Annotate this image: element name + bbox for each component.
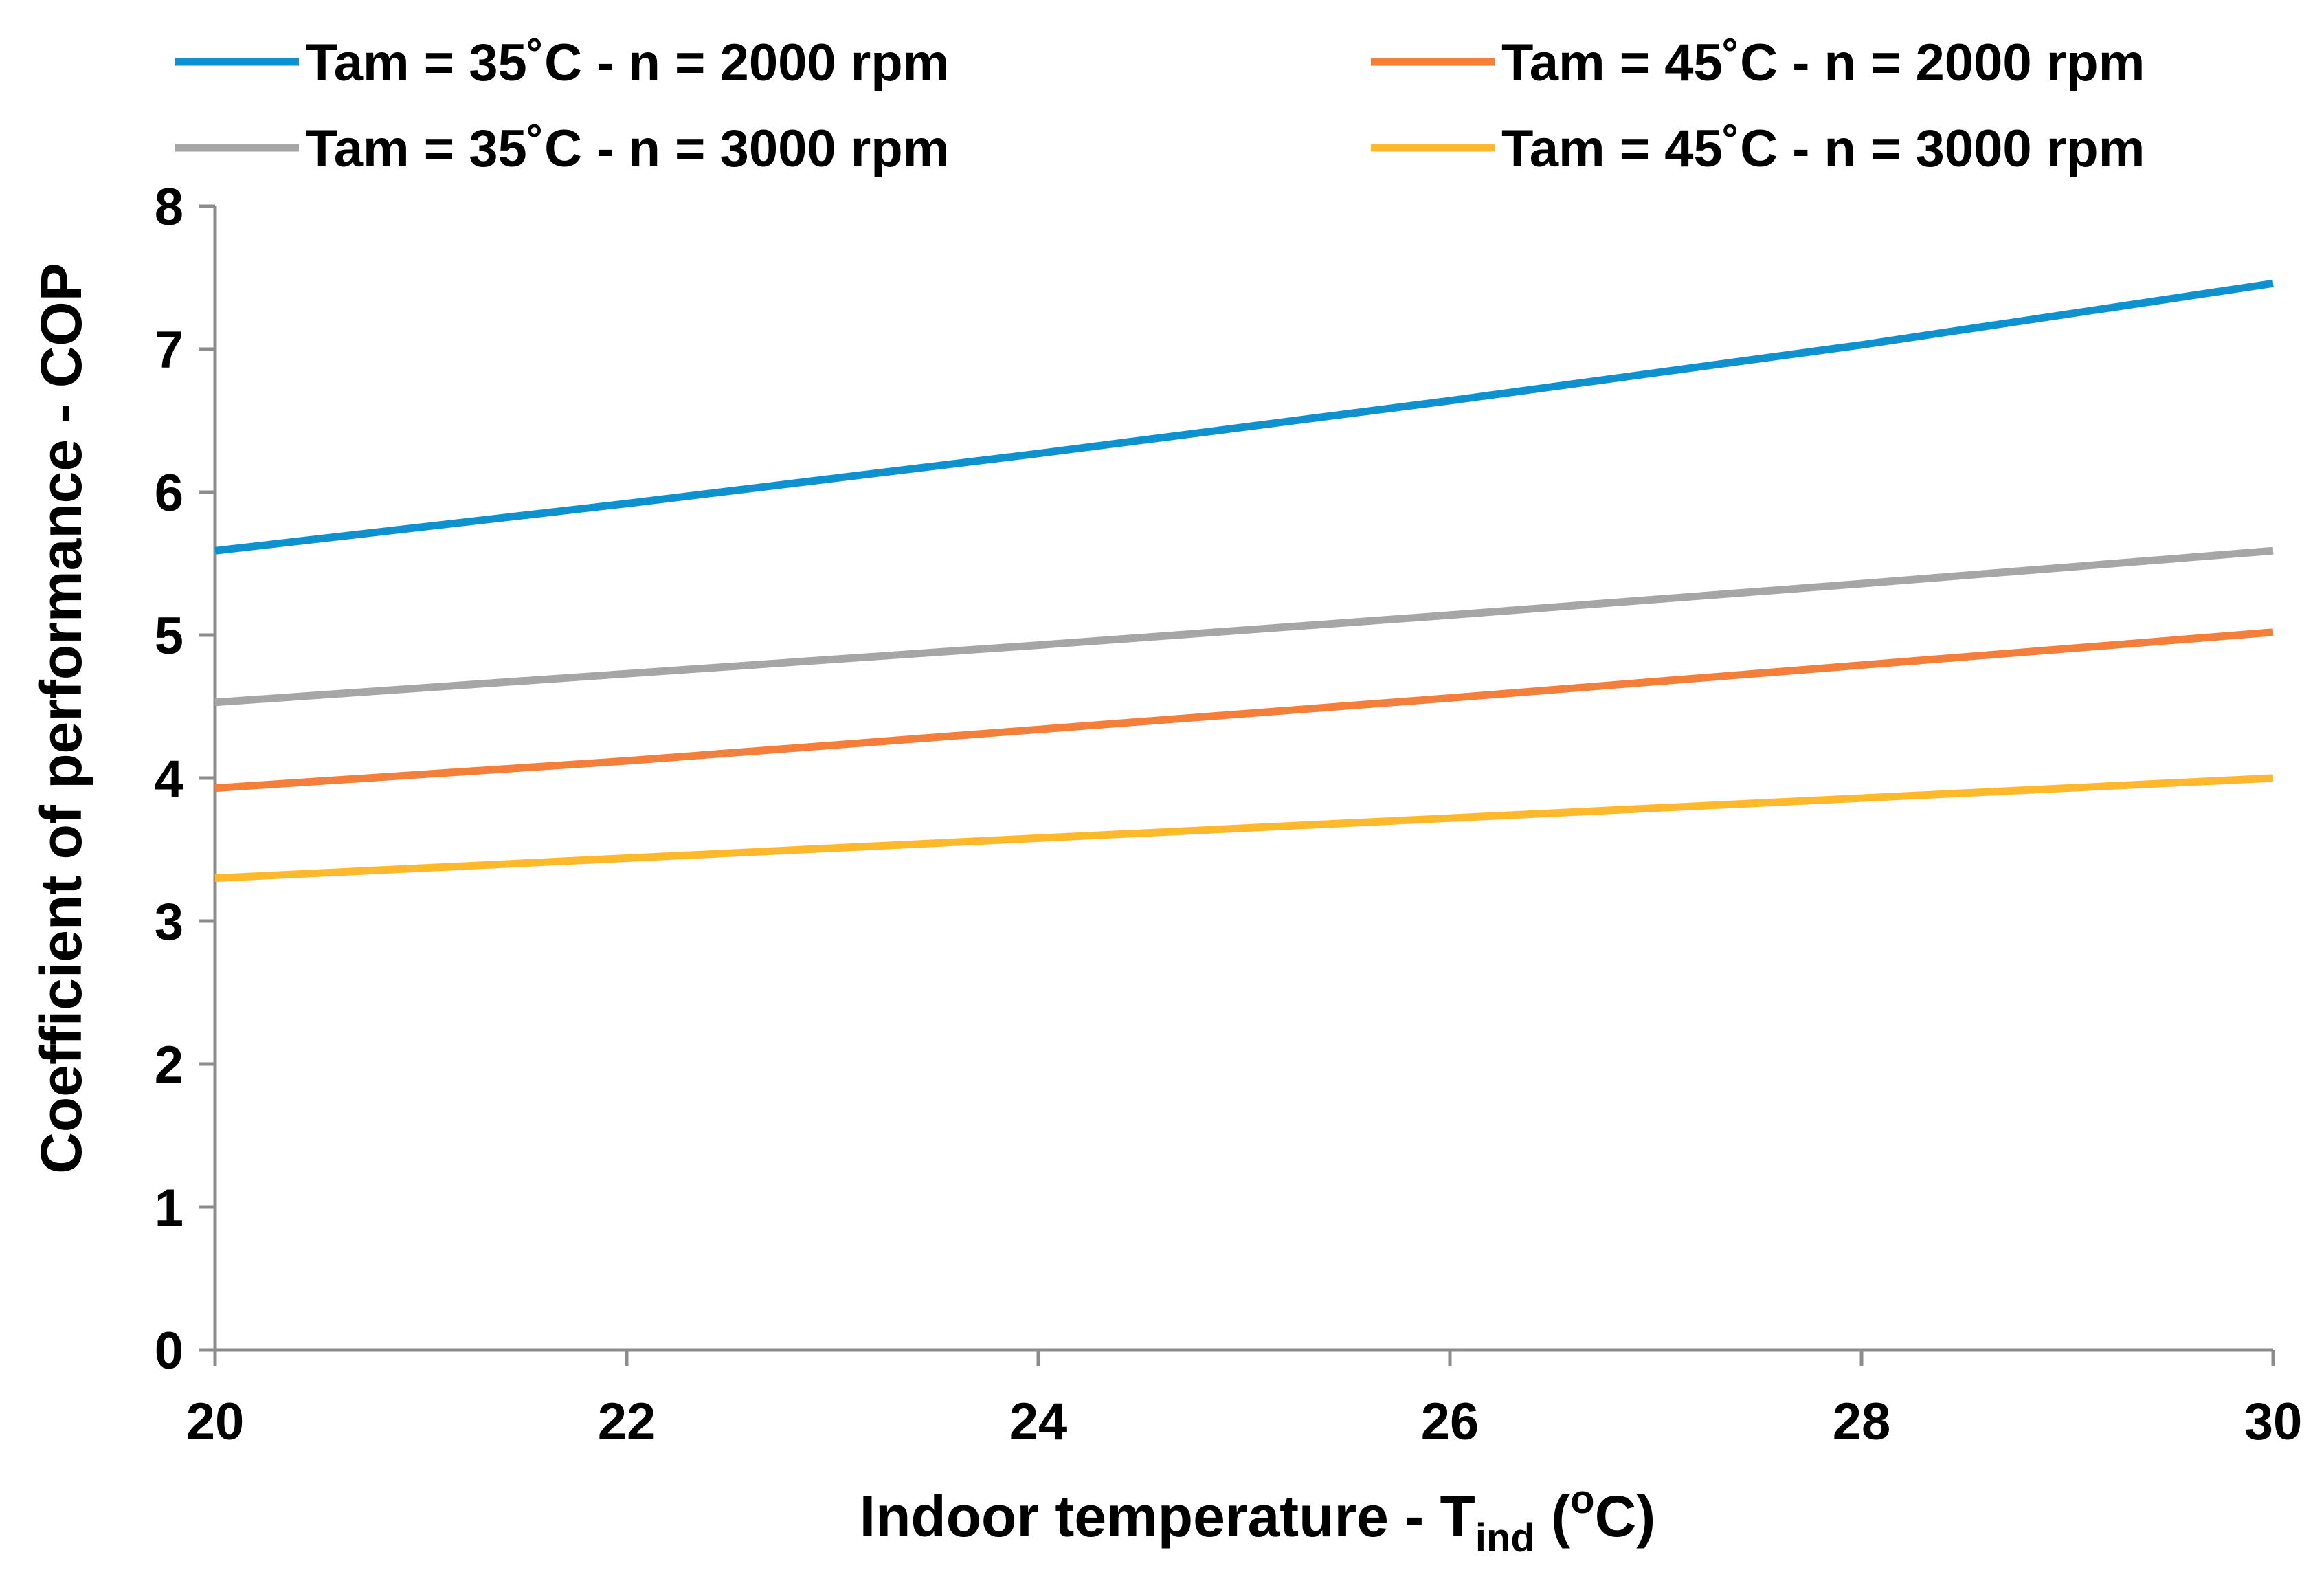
series-layer <box>214 279 2274 883</box>
x-axis-title: Indoor temperature - Tind (oC) <box>860 1477 1655 1560</box>
legend: Tam = 35˚C - n = 2000 rpm Tam = 45˚C - n … <box>175 34 2145 178</box>
data-point <box>1038 453 1039 454</box>
data-point <box>1038 729 1039 730</box>
y-axis-title: Coefficient of performance - COP <box>29 263 93 1174</box>
series-line-3 <box>214 546 2274 707</box>
y-tick-label: 0 <box>155 1322 183 1380</box>
x-tick-label: 26 <box>1421 1393 1479 1451</box>
legend-label: Tam = 35˚C - n = 2000 rpm <box>306 34 949 92</box>
y-tick-label: 3 <box>155 893 183 951</box>
legend-label: Tam = 45˚C - n = 2000 rpm <box>1501 34 2145 92</box>
x-tick-label: 28 <box>1833 1393 1891 1451</box>
data-point <box>2273 283 2274 284</box>
series-line-1 <box>214 279 2274 555</box>
x-tick-label: 30 <box>2244 1393 2303 1451</box>
data-point <box>1038 838 1039 839</box>
x-tick-label: 24 <box>1009 1393 1068 1451</box>
y-tick-label: 6 <box>155 464 183 522</box>
x-axis-title-superscript: o <box>1570 1477 1594 1522</box>
data-point <box>2273 778 2274 779</box>
legend-label: Tam = 35˚C - n = 3000 rpm <box>306 120 949 178</box>
x-axis-title-main: Indoor temperature - T <box>860 1484 1475 1549</box>
x-axis-title-close: C) <box>1595 1484 1656 1549</box>
y-tick-label: 8 <box>155 178 183 236</box>
y-tick-label: 4 <box>155 750 183 808</box>
legend-label: Tam = 45˚C - n = 3000 rpm <box>1501 120 2145 178</box>
y-axis: 0 1 2 3 4 5 6 7 8 <box>155 178 217 1380</box>
x-tick-label: 20 <box>186 1393 245 1451</box>
series-line-2 <box>214 628 2274 793</box>
x-axis: 20 22 24 26 28 30 <box>186 1348 2303 1451</box>
y-tick-label: 1 <box>155 1179 183 1237</box>
y-tick-label: 5 <box>155 607 183 665</box>
data-point <box>1450 400 1451 401</box>
series-line-4 <box>214 774 2274 883</box>
x-axis-title-subscript: ind <box>1475 1516 1535 1560</box>
data-point <box>1450 818 1451 819</box>
x-tick-label: 22 <box>598 1393 656 1451</box>
y-tick-label: 7 <box>155 321 183 379</box>
y-tick-label: 2 <box>155 1036 183 1094</box>
x-axis-title-open: ( <box>1535 1484 1570 1549</box>
